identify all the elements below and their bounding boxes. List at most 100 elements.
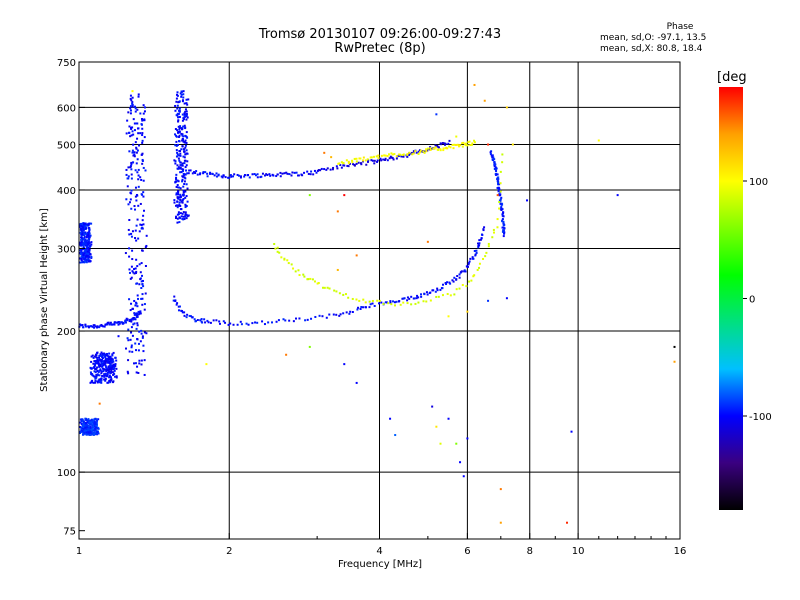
data-point [135,199,138,202]
data-point [79,421,82,424]
data-point [181,100,184,103]
data-point [95,368,98,371]
data-point [130,173,133,176]
data-point [500,208,503,211]
data-point [85,428,88,431]
data-point [79,231,82,234]
data-point [129,107,132,110]
data-point [501,153,504,156]
data-point [181,175,184,178]
data-point [386,159,389,162]
scatter-point [343,194,346,197]
scatter-point [435,425,438,428]
data-point [136,194,139,197]
data-point [139,340,142,343]
data-point [394,304,397,307]
data-point [188,314,191,317]
data-point [130,161,133,164]
data-point [317,282,320,285]
data-point [415,297,418,300]
data-point [136,324,139,327]
data-point [100,360,103,363]
data-point [134,110,137,113]
data-point [90,243,93,246]
data-point [454,143,457,146]
data-point [177,167,180,170]
data-point [118,322,121,325]
data-point [375,155,378,158]
data-point [499,193,502,196]
data-point [140,153,143,156]
data-point [80,248,83,251]
data-point [176,213,179,216]
data-point [113,375,116,378]
data-point [137,349,140,352]
data-point [273,243,276,246]
scatter-point [673,360,676,363]
data-point [358,299,361,302]
scatter-point [597,139,600,142]
data-point [473,249,476,252]
data-point [95,421,98,424]
data-point [138,362,141,365]
data-point [227,176,230,179]
data-point [496,173,499,176]
data-point [174,109,177,112]
data-point [297,269,300,272]
data-point [185,195,188,198]
data-point [218,320,221,323]
data-point [398,300,401,303]
data-point [129,165,132,168]
data-point [386,301,389,304]
data-point [128,271,131,274]
data-point [209,321,212,324]
data-point [393,153,396,156]
data-point [85,227,88,230]
data-point [175,97,178,100]
data-point [453,276,456,279]
data-point [390,303,393,306]
data-point [140,223,143,226]
data-point [463,143,466,146]
data-point [109,363,112,366]
data-point [212,319,215,322]
data-point [139,278,142,281]
data-point [342,312,345,315]
data-point [89,433,92,436]
data-point [180,132,183,135]
data-point [283,172,286,175]
data-point [215,319,218,322]
data-point [126,177,129,180]
data-point [110,323,113,326]
data-point [187,214,190,217]
data-point [261,172,264,175]
data-point [88,419,91,422]
data-point [204,321,207,324]
scatter-point [505,106,508,109]
data-point [501,230,504,233]
data-point [181,168,184,171]
data-point [269,174,272,177]
data-point [129,109,132,112]
data-point [417,152,420,155]
scatter-point [394,434,397,437]
data-point [413,297,416,300]
data-point [86,239,89,242]
data-point [184,144,187,147]
data-point [137,204,140,207]
data-point [89,371,92,374]
data-point [137,132,140,135]
data-point [137,168,140,171]
data-point [245,322,248,325]
data-point [174,128,177,131]
data-point [94,371,97,374]
data-point [503,232,506,235]
data-point [85,236,88,239]
data-point [105,374,108,377]
data-point [451,279,454,282]
y-tick-label: 75 [63,527,76,538]
data-point [90,373,93,376]
data-point [185,118,188,121]
data-point [106,373,109,376]
data-point [82,224,85,227]
